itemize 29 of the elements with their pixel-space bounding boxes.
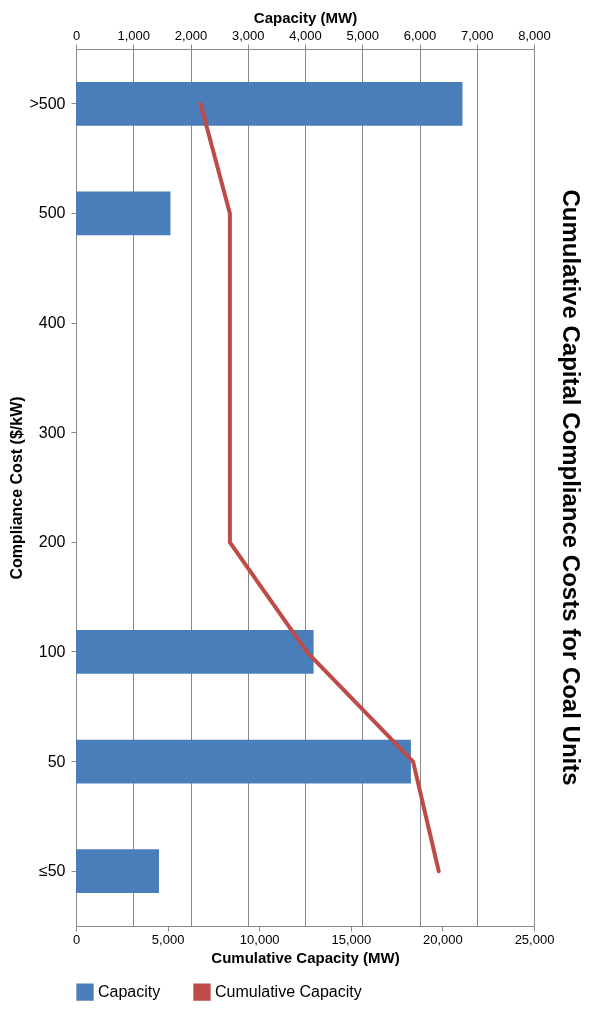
y-tick-label: 300: [38, 423, 66, 441]
x-tick-label: 5,000: [151, 931, 185, 947]
x2-axis-title: Capacity (MW): [253, 8, 358, 26]
x-tick-label: 15,000: [331, 931, 372, 947]
x-tick-label: 20,000: [423, 931, 463, 947]
y-tick-label: 100: [38, 642, 66, 660]
x-tick-label: 25,000: [514, 931, 555, 947]
x2-tick-label: 8,000: [518, 27, 551, 43]
legend-label: Capacity: [98, 983, 161, 1001]
y-tick-label: 500: [38, 204, 66, 222]
y-tick-label: 400: [38, 314, 66, 332]
y-axis-title: Compliance Cost ($/kW): [8, 396, 26, 580]
x2-tick-label: 0: [72, 27, 81, 43]
x2-tick-label: 2,000: [174, 27, 208, 43]
x2-tick-label: 4,000: [289, 27, 322, 43]
legend-label: Cumulative Capacity: [215, 983, 362, 1001]
y-tick-label: >500: [29, 94, 66, 112]
x2-tick-label: 7,000: [460, 27, 494, 43]
x-tick-label: 10,000: [239, 931, 280, 947]
y-tick-label: 50: [47, 752, 66, 770]
x2-tick-label: 3,000: [231, 27, 265, 43]
x2-tick-label: 5,000: [346, 27, 380, 43]
y-tick-label: ≤50: [38, 862, 66, 880]
x-tick-label: 0: [72, 931, 81, 947]
text: Cumulative Capital Compliance Costs for Coal Units: [557, 189, 585, 786]
x2-tick-label: 6,000: [403, 27, 437, 43]
y-tick-label: 200: [38, 533, 66, 551]
x2-tick-label: 1,000: [117, 27, 151, 43]
x-axis-title: Cumulative Capacity (MW): [211, 948, 400, 966]
